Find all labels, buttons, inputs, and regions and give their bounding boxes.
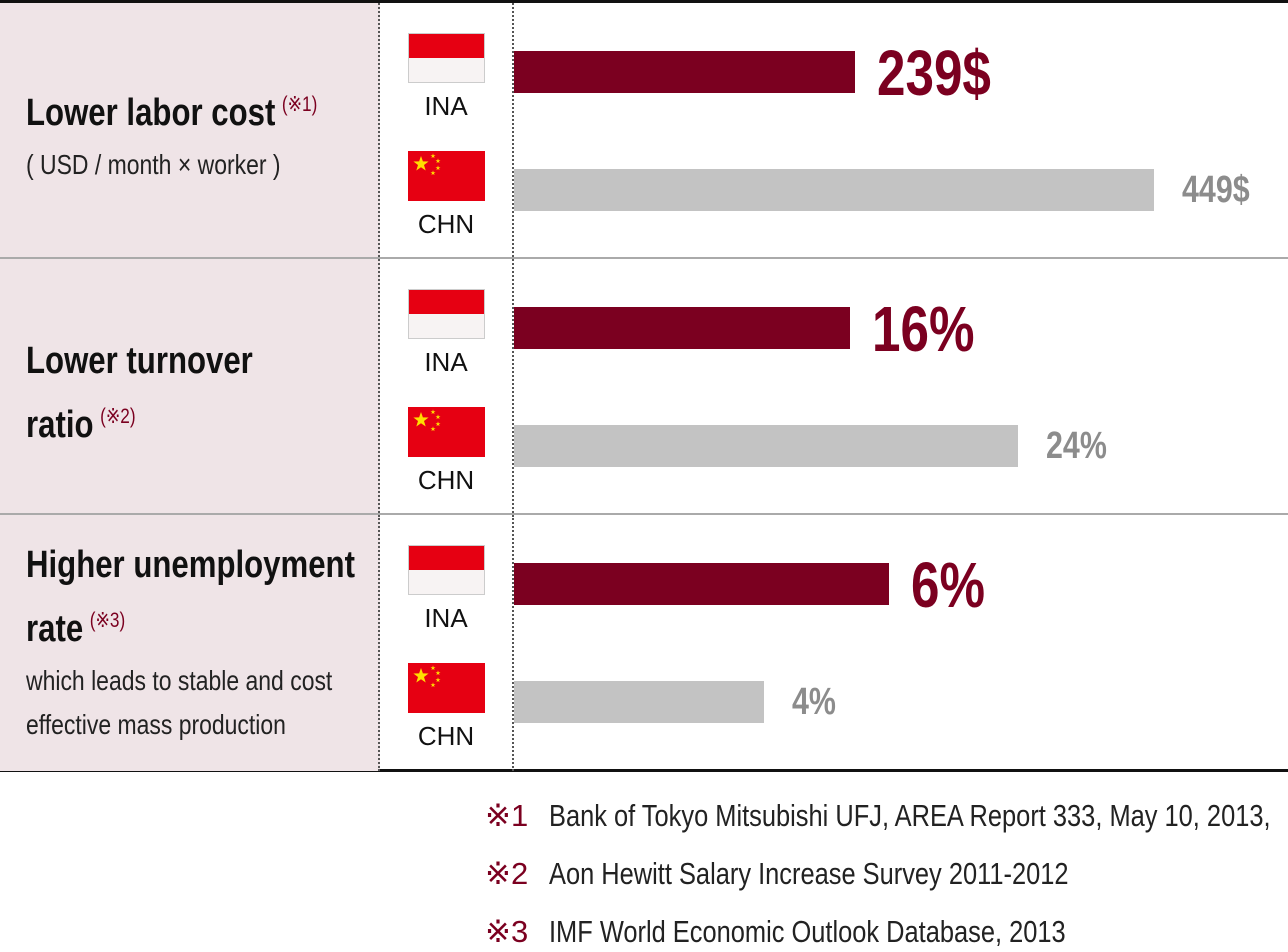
divider — [512, 515, 514, 771]
section-title: Higher unemployment rate (※3) — [26, 537, 362, 657]
flag-icon — [408, 289, 485, 339]
value-label: 449$ — [1182, 169, 1250, 211]
divider — [512, 3, 514, 257]
value-label: 24% — [1046, 425, 1107, 467]
title-text: Lower labor cost — [26, 92, 276, 134]
country-label: INA — [424, 603, 468, 633]
country-label: CHN — [417, 465, 475, 495]
title-text: Lower turnover ratio — [26, 340, 253, 446]
country-label: CHN — [417, 209, 475, 239]
footnote-text: Aon Hewitt Salary Increase Survey 2011-2… — [549, 856, 1069, 891]
bar — [514, 681, 764, 723]
country-label: CHN — [417, 721, 475, 751]
section-row: Higher unemployment rate (※3) which leads … — [0, 515, 1288, 771]
value-label: 6% — [911, 549, 985, 621]
bar — [514, 169, 1154, 211]
label-cell: Lower turnover ratio (※2) — [0, 259, 380, 513]
label-text: Lower turnover ratio (※2) — [26, 333, 288, 453]
value-label: 4% — [792, 681, 836, 723]
footnote: ※1 Bank of Tokyo Mitsubishi UFJ, AREA Rep… — [485, 798, 1288, 834]
flag-icon — [408, 151, 485, 201]
title-text: Higher unemployment rate — [26, 544, 355, 650]
section-row: Lower turnover ratio (※2) INA 16% CHN 24% — [0, 259, 1288, 515]
bar — [514, 563, 889, 605]
title-note: (※1) — [281, 93, 318, 116]
value-label: 239$ — [876, 37, 991, 109]
bar — [514, 51, 855, 93]
title-note: (※3) — [89, 609, 126, 632]
label-cell: Lower labor cost (※1) ( USD / month × work… — [0, 3, 380, 257]
section-subtitle: ( USD / month × worker ) — [26, 149, 281, 180]
bar — [514, 307, 850, 349]
flag-icon — [408, 545, 485, 595]
title-note: (※2) — [100, 405, 136, 428]
comparison-board: Lower labor cost (※1) ( USD / month × work… — [0, 0, 1288, 772]
divider — [512, 259, 514, 513]
footnote-text: Bank of Tokyo Mitsubishi UFJ, AREA Repor… — [549, 798, 1271, 833]
country-label: INA — [424, 347, 468, 377]
footnote-text: IMF World Economic Outlook Database, 201… — [549, 914, 1066, 949]
country-label: INA — [424, 91, 468, 121]
footnote: ※2 Aon Hewitt Salary Increase Survey 2011… — [485, 856, 1183, 892]
footnote-mark: ※3 — [485, 914, 529, 949]
section-row: Lower labor cost (※1) ( USD / month × work… — [0, 3, 1288, 259]
footnote-mark: ※1 — [485, 798, 529, 833]
section-subtitle: which leads to stable and cost effective… — [26, 665, 333, 740]
flag-icon — [408, 663, 485, 713]
section-title: Lower turnover ratio (※2) — [26, 333, 288, 453]
flag-icon — [408, 33, 485, 83]
section-title: Lower labor cost (※1) — [26, 77, 362, 141]
label-text: Lower labor cost (※1) ( USD / month × work… — [26, 77, 362, 187]
label-text: Higher unemployment rate (※3) which leads … — [26, 537, 362, 747]
flag-icon — [408, 407, 485, 457]
bar — [514, 425, 1018, 467]
value-label: 16% — [872, 293, 975, 365]
footnote-mark: ※2 — [485, 856, 529, 891]
footnote: ※3 IMF World Economic Outlook Database, 2… — [485, 914, 1179, 950]
label-cell: Higher unemployment rate (※3) which leads … — [0, 515, 380, 771]
